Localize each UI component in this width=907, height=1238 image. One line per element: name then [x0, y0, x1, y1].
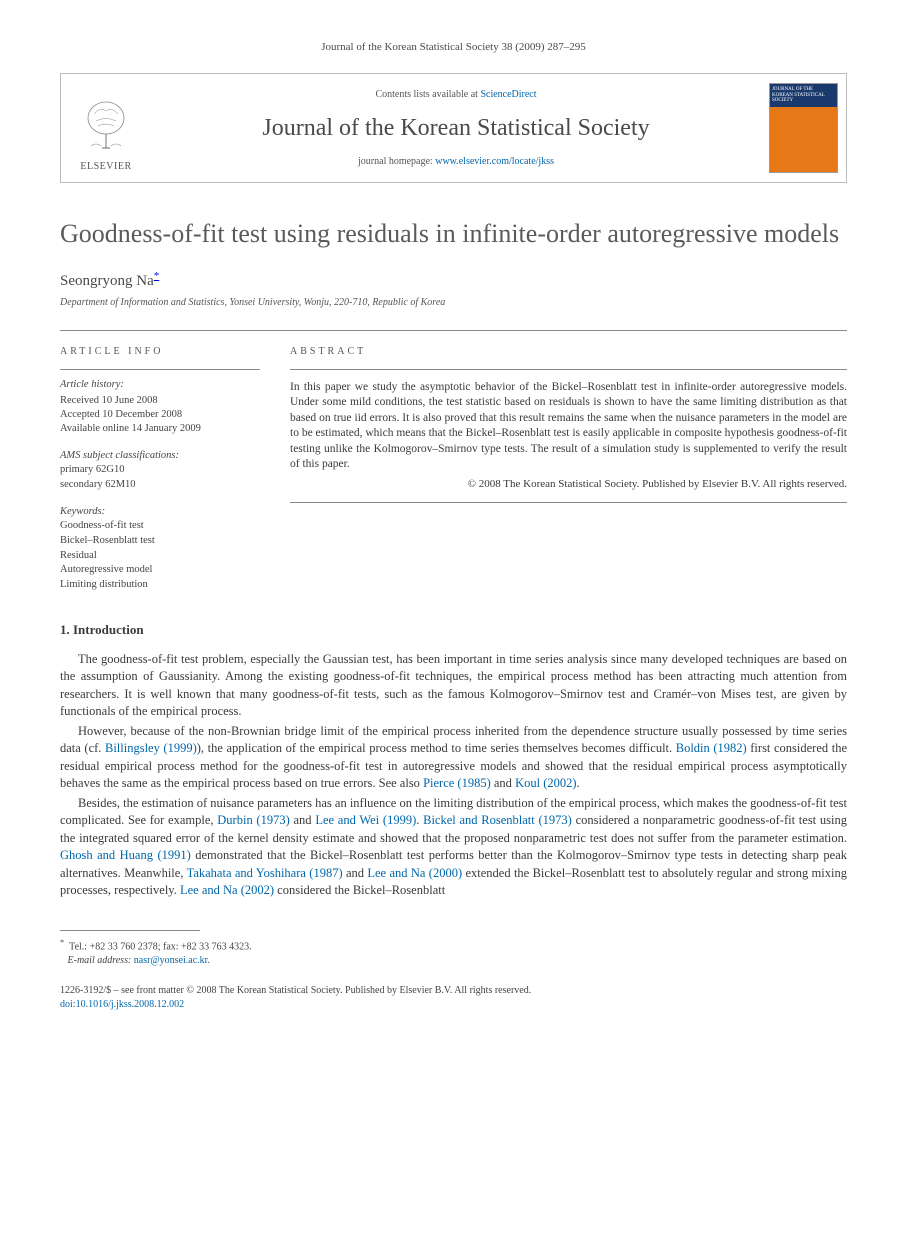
publisher-block: ELSEVIER — [61, 74, 151, 182]
author-corresponding-marker[interactable]: * — [154, 270, 160, 282]
elsevier-tree-icon — [76, 96, 136, 156]
keywords-label: Keywords: — [60, 505, 260, 520]
author-line: Seongryong Na* — [60, 269, 847, 292]
keyword-5: Limiting distribution — [60, 578, 260, 593]
ref-lee-wei-1999[interactable]: Lee and Wei (1999) — [315, 813, 416, 827]
intro-para-2: However, because of the non-Brownian bri… — [60, 723, 847, 793]
ams-primary: primary 62G10 — [60, 463, 260, 478]
article-info-column: ARTICLE INFO Article history: Received 1… — [60, 345, 260, 593]
doi-label-link[interactable]: doi: — [60, 999, 76, 1010]
intro-para-3: Besides, the estimation of nuisance para… — [60, 795, 847, 900]
received-date: Received 10 June 2008 — [60, 394, 260, 408]
homepage-line: journal homepage: www.elsevier.com/locat… — [159, 155, 753, 169]
p3-text-b: and — [290, 813, 316, 827]
cover-thumbnail: JOURNAL OF THE KOREAN STATISTICAL SOCIET… — [769, 83, 838, 173]
abstract-column: ABSTRACT In this paper we study the asym… — [290, 345, 847, 593]
contents-prefix: Contents lists available at — [375, 89, 480, 100]
ref-lee-na-2002[interactable]: Lee and Na (2002) — [180, 883, 274, 897]
affiliation: Department of Information and Statistics… — [60, 296, 847, 310]
history-label: Article history: — [60, 378, 260, 392]
doi-link[interactable]: 10.1016/j.jkss.2008.12.002 — [76, 999, 185, 1010]
footnote-tel: Tel.: +82 33 760 2378; fax: +82 33 763 4… — [69, 941, 252, 952]
article-history-block: Article history: Received 10 June 2008 A… — [60, 369, 260, 437]
contents-available-line: Contents lists available at ScienceDirec… — [159, 88, 753, 102]
cover-thumbnail-block: JOURNAL OF THE KOREAN STATISTICAL SOCIET… — [761, 74, 846, 182]
p2-text-e: . — [577, 776, 580, 790]
keyword-2: Bickel–Rosenblatt test — [60, 534, 260, 549]
p2-text-b: ), the application of the empirical proc… — [197, 741, 676, 755]
p2-text-d: and — [491, 776, 515, 790]
abstract-copyright: © 2008 The Korean Statistical Society. P… — [290, 477, 847, 492]
footnote-separator — [60, 930, 200, 931]
article-info-heading: ARTICLE INFO — [60, 345, 260, 359]
ref-billingsley-1999[interactable]: Billingsley (1999) — [105, 741, 197, 755]
email-label: E-mail address: — [68, 955, 134, 966]
article-title: Goodness-of-fit test using residuals in … — [60, 218, 847, 251]
banner-center: Contents lists available at ScienceDirec… — [151, 74, 761, 182]
keyword-1: Goodness-of-fit test — [60, 519, 260, 534]
ref-boldin-1982[interactable]: Boldin (1982) — [676, 741, 747, 755]
email-suffix: . — [207, 955, 210, 966]
page-footer: 1226-3192/$ – see front matter © 2008 Th… — [60, 984, 847, 1012]
intro-para-1: The goodness-of-fit test problem, especi… — [60, 651, 847, 721]
publisher-name: ELSEVIER — [80, 160, 131, 174]
keyword-3: Residual — [60, 549, 260, 564]
running-header: Journal of the Korean Statistical Societ… — [60, 40, 847, 55]
ref-durbin-1973[interactable]: Durbin (1973) — [217, 813, 289, 827]
ref-ghosh-huang-1991[interactable]: Ghosh and Huang (1991) — [60, 848, 191, 862]
section-1-heading: 1. Introduction — [60, 621, 847, 639]
ams-label: AMS subject classifications: — [60, 449, 260, 464]
homepage-prefix: journal homepage: — [358, 156, 435, 167]
ref-takahata-yoshihara-1987[interactable]: Takahata and Yoshihara (1987) — [187, 866, 343, 880]
info-abstract-row: ARTICLE INFO Article history: Received 1… — [60, 330, 847, 593]
ref-koul-2002[interactable]: Koul (2002) — [515, 776, 576, 790]
footnote-marker: * — [60, 938, 64, 947]
author-name: Seongryong Na — [60, 273, 154, 289]
p3-text-h: considered the Bickel–Rosenblatt — [274, 883, 445, 897]
abstract-bottom-rule — [290, 502, 847, 503]
online-date: Available online 14 January 2009 — [60, 422, 260, 436]
homepage-link[interactable]: www.elsevier.com/locate/jkss — [435, 156, 554, 167]
ref-bickel-rosenblatt-1973[interactable]: Bickel and Rosenblatt (1973) — [423, 813, 572, 827]
ams-block: AMS subject classifications: primary 62G… — [60, 449, 260, 493]
ref-pierce-1985[interactable]: Pierce (1985) — [423, 776, 491, 790]
issn-copyright: 1226-3192/$ – see front matter © 2008 Th… — [60, 984, 847, 998]
keywords-block: Keywords: Goodness-of-fit test Bickel–Ro… — [60, 505, 260, 593]
ref-lee-na-2000[interactable]: Lee and Na (2000) — [367, 866, 462, 880]
accepted-date: Accepted 10 December 2008 — [60, 408, 260, 422]
cover-thumb-title: JOURNAL OF THE KOREAN STATISTICAL SOCIET… — [770, 84, 837, 107]
citation-text: Journal of the Korean Statistical Societ… — [321, 41, 586, 53]
sciencedirect-link[interactable]: ScienceDirect — [480, 89, 536, 100]
p3-text-f: and — [343, 866, 368, 880]
journal-banner: ELSEVIER Contents lists available at Sci… — [60, 73, 847, 183]
keyword-4: Autoregressive model — [60, 563, 260, 578]
abstract-text: In this paper we study the asymptotic be… — [290, 369, 847, 473]
corresponding-footnote: * Tel.: +82 33 760 2378; fax: +82 33 763… — [60, 937, 847, 968]
author-email-link[interactable]: nasr@yonsei.ac.kr — [134, 955, 208, 966]
ams-secondary: secondary 62M10 — [60, 478, 260, 493]
abstract-heading: ABSTRACT — [290, 345, 847, 359]
journal-title: Journal of the Korean Statistical Societ… — [159, 112, 753, 146]
